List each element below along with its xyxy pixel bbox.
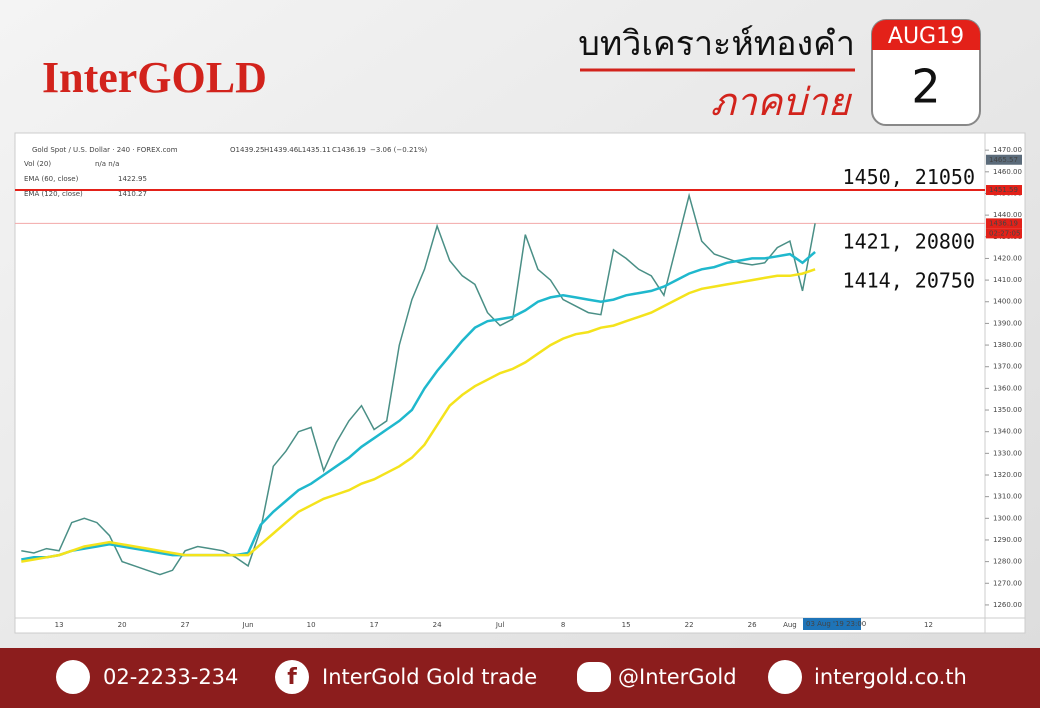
footer-website: intergold.co.th [814, 665, 967, 689]
y-tick-label: 1280.00 [993, 558, 1022, 566]
calendar-month: AUG19 [888, 24, 964, 49]
calendar-day: 2 [911, 60, 940, 114]
y-tick-label: 1300.00 [993, 514, 1022, 522]
level-annotation: 1450, 21050 [843, 165, 975, 189]
legend-label: EMA (120, close) [24, 190, 83, 198]
price-tag [986, 185, 1022, 196]
ema-line [21, 268, 816, 563]
x-tick-label: 17 [370, 621, 379, 629]
y-tick-label: 1350.00 [993, 406, 1022, 414]
crosshair-label: 03 Aug '19 23:00 [806, 620, 866, 628]
line-icon [577, 662, 611, 692]
calendar-top [872, 20, 980, 50]
y-tick-label: 1400.00 [993, 298, 1022, 306]
x-tick-label: 13 [55, 621, 64, 629]
facebook-icon [275, 660, 309, 694]
x-tick-label: 27 [181, 621, 190, 629]
x-tick-label: 10 [307, 621, 316, 629]
volume-label: Vol (20) [24, 160, 51, 168]
price-tag-label: 1451.59 [989, 186, 1018, 194]
countdown: 02:27:05 [989, 229, 1020, 237]
level-annotation: 1421, 20800 [843, 229, 975, 253]
y-tick-label: 1370.00 [993, 363, 1022, 371]
y-tick-label: 1330.00 [993, 449, 1022, 457]
header-title: บทวิเคราะห์ทองคำ [578, 24, 855, 64]
y-tick-label: 1420.00 [993, 254, 1022, 262]
volume-value: n/a n/a [95, 160, 119, 168]
ohlc-info: H1439.46 [264, 146, 299, 154]
ohlc-info: L1435.11 [298, 146, 331, 154]
footer-facebook: InterGold Gold trade [322, 665, 537, 689]
countdown-tag [986, 228, 1022, 239]
logo: InterGOLD [42, 53, 267, 102]
x-tick-label: 15 [622, 621, 631, 629]
x-tick-label: Jun [242, 621, 254, 629]
x-tick-label: 12 [924, 621, 933, 629]
series-title: Gold Spot / U.S. Dollar · 240 · FOREX.co… [32, 146, 178, 154]
phone-icon [56, 660, 90, 694]
footer-phone: 02-2233-234 [103, 665, 238, 689]
y-tick-label: 1360.00 [993, 384, 1022, 392]
x-tick-label: Jul [495, 621, 505, 629]
y-tick-label: 1440.00 [993, 211, 1022, 219]
y-tick-label: 1460.00 [993, 168, 1022, 176]
ohlc-info: C1436.19 [332, 146, 366, 154]
facebook-glyph: f [287, 665, 297, 690]
footer-line: @InterGold [618, 665, 737, 689]
legend-value: 1422.95 [118, 175, 147, 183]
x-tick-label: 8 [561, 621, 565, 629]
x-tick-label: Aug [783, 621, 797, 629]
y-tick-label: 1310.00 [993, 493, 1022, 501]
calendar: AUG19 2 [871, 19, 981, 126]
y-tick-label: 1320.00 [993, 471, 1022, 479]
price-tag [986, 154, 1022, 165]
price-tag-label: 1436.19 [989, 219, 1018, 227]
header-subtitle: ภาคบ่าย [710, 80, 852, 124]
x-tick-label: 26 [748, 621, 757, 629]
y-tick-label: 1390.00 [993, 319, 1022, 327]
price-tag [986, 218, 1022, 229]
price-tag-label: 1465.57 [989, 156, 1018, 164]
crosshair-tag [803, 618, 861, 630]
chart: Gold Spot / U.S. Dollar · 240 · FOREX.co… [15, 146, 1022, 630]
ema-line [21, 251, 816, 561]
web-icon [768, 660, 802, 694]
x-tick-label: 24 [433, 621, 442, 629]
footer-bar [0, 648, 1040, 708]
ohlc-info: −3.06 (−0.21%) [370, 146, 428, 154]
y-tick-label: 1410.00 [993, 276, 1022, 284]
legend-value: 1410.27 [118, 190, 147, 198]
y-tick-label: 1290.00 [993, 536, 1022, 544]
y-tick-label: 1260.00 [993, 601, 1022, 609]
level-annotation: 1414, 20750 [843, 268, 975, 292]
y-tick-label: 1380.00 [993, 341, 1022, 349]
x-tick-label: 20 [118, 621, 127, 629]
x-tick-label: 22 [685, 621, 694, 629]
price-line [21, 192, 816, 576]
legend-label: EMA (60, close) [24, 175, 79, 183]
y-tick-label: 1270.00 [993, 579, 1022, 587]
chart-panel [14, 132, 1026, 634]
ohlc-info: O1439.25 [230, 146, 264, 154]
y-tick-label: 1470.00 [993, 146, 1022, 154]
y-tick-label: 1340.00 [993, 428, 1022, 436]
